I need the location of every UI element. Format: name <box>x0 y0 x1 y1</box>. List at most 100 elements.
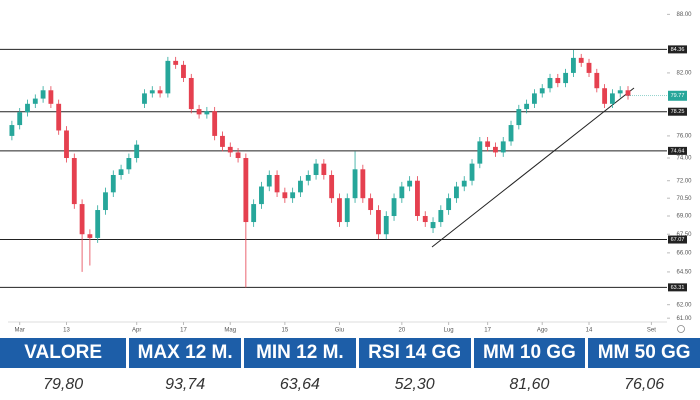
candle-body <box>547 77 553 89</box>
candle-body <box>259 186 264 205</box>
candle-body <box>305 174 311 181</box>
level-box <box>668 107 687 116</box>
level-label: 84.36 <box>671 47 685 53</box>
level-label: 78.25 <box>671 109 685 115</box>
table-header: MM 10 GG <box>473 338 586 368</box>
candle-body <box>524 103 530 110</box>
candle-body <box>469 163 475 181</box>
x-tick-label: 17 <box>180 328 187 334</box>
candle-body <box>617 90 623 94</box>
candle-body <box>181 64 186 78</box>
table-column: VALORE 79,80 <box>0 338 127 400</box>
candle-body <box>173 60 179 65</box>
level-box <box>668 283 687 292</box>
y-tick-label: 82.00 <box>676 70 692 76</box>
table-header: MM 50 GG <box>588 338 700 368</box>
candle-body <box>368 198 374 211</box>
last-price-box <box>668 90 687 101</box>
x-tick-label: Set <box>647 328 656 334</box>
y-tick-label: 72.00 <box>676 178 692 184</box>
candle-body <box>251 204 257 223</box>
table-header: RSI 14 GG <box>358 338 471 368</box>
candle-body <box>149 90 155 94</box>
candle-body <box>79 204 85 235</box>
candle-body <box>446 198 452 211</box>
candle-body <box>64 130 69 159</box>
candle-body <box>243 158 249 223</box>
candle-body <box>508 125 514 142</box>
candle-body <box>274 174 280 193</box>
x-tick-label: 17 <box>484 328 491 334</box>
candle-body <box>204 111 210 115</box>
candle-body <box>578 57 584 63</box>
table-column: MAX 12 M. 93,74 <box>129 338 242 400</box>
candle-body <box>9 125 15 136</box>
candle-body <box>430 222 436 229</box>
candle-body <box>157 90 163 94</box>
candle-body <box>500 141 506 153</box>
candle-body <box>56 103 62 131</box>
candle-body <box>563 72 569 84</box>
candle-body <box>422 216 428 223</box>
candle-body <box>360 169 366 199</box>
candle-body <box>25 103 30 113</box>
x-tick-label: Mag <box>224 328 236 334</box>
candle-body <box>17 112 23 126</box>
y-tick-label: 69.00 <box>676 214 692 220</box>
x-tick-label: Giu <box>335 328 344 334</box>
candle-body <box>196 109 202 115</box>
level-label: 67.07 <box>671 237 685 243</box>
stats-table: VALORE 79,80 MAX 12 M. 93,74 MIN 12 M. 63,64 R… <box>0 338 700 400</box>
table-value: 63,64 <box>279 376 320 393</box>
y-tick-label: 66.00 <box>676 250 692 256</box>
candle-body <box>352 169 358 199</box>
candle-body <box>118 169 124 175</box>
candle-body <box>383 216 389 235</box>
candle-body <box>344 198 350 223</box>
candle-body <box>485 141 491 147</box>
level-box <box>668 45 687 54</box>
candle-body <box>110 174 116 193</box>
candle-body <box>438 210 444 223</box>
settings-icon[interactable] <box>677 325 685 333</box>
candle-body <box>329 174 335 199</box>
level-box <box>668 146 687 155</box>
candle-body <box>142 93 147 104</box>
candle-body <box>594 72 600 89</box>
y-tick-label: 70.50 <box>676 196 692 202</box>
candle-body <box>399 186 405 199</box>
x-tick-label: 13 <box>63 328 70 334</box>
y-tick-label: 88.00 <box>676 12 692 18</box>
candle-body <box>87 234 93 238</box>
candle-body <box>103 192 108 211</box>
chart: 88.00 82.00 76.00 74.00 72.00 70.50 69.00 67.50… <box>0 12 692 334</box>
candle-body <box>266 174 272 187</box>
candle-body <box>376 210 381 235</box>
y-tick-label: 61.00 <box>676 316 692 322</box>
candle-body <box>188 77 194 110</box>
candle-body <box>71 158 77 205</box>
trend-line <box>431 87 635 248</box>
table-column: MM 50 GG 76,06 <box>588 338 700 400</box>
candle-body <box>40 90 46 99</box>
candle-body <box>461 180 467 187</box>
candle-body <box>220 135 225 147</box>
table-header: MIN 12 M. <box>244 338 356 368</box>
candle-body <box>477 141 483 164</box>
candle-body <box>165 60 171 94</box>
candle-body <box>126 158 132 170</box>
y-tick-label: 62.00 <box>676 302 692 308</box>
table-header: VALORE <box>0 338 127 368</box>
candle-body <box>337 198 342 223</box>
table-column: MIN 12 M. 63,64 <box>244 338 356 400</box>
x-tick-label: Mar <box>15 328 25 334</box>
table-value: 79,80 <box>43 376 84 393</box>
level-label: 63.31 <box>671 285 685 291</box>
table-value: 81,60 <box>509 376 550 393</box>
candle-body <box>570 57 576 73</box>
candle-body <box>290 192 296 199</box>
candle-body <box>32 98 38 104</box>
candle-body <box>235 152 241 159</box>
candle-body <box>532 93 537 104</box>
y-tick-label: 74.00 <box>676 156 692 162</box>
